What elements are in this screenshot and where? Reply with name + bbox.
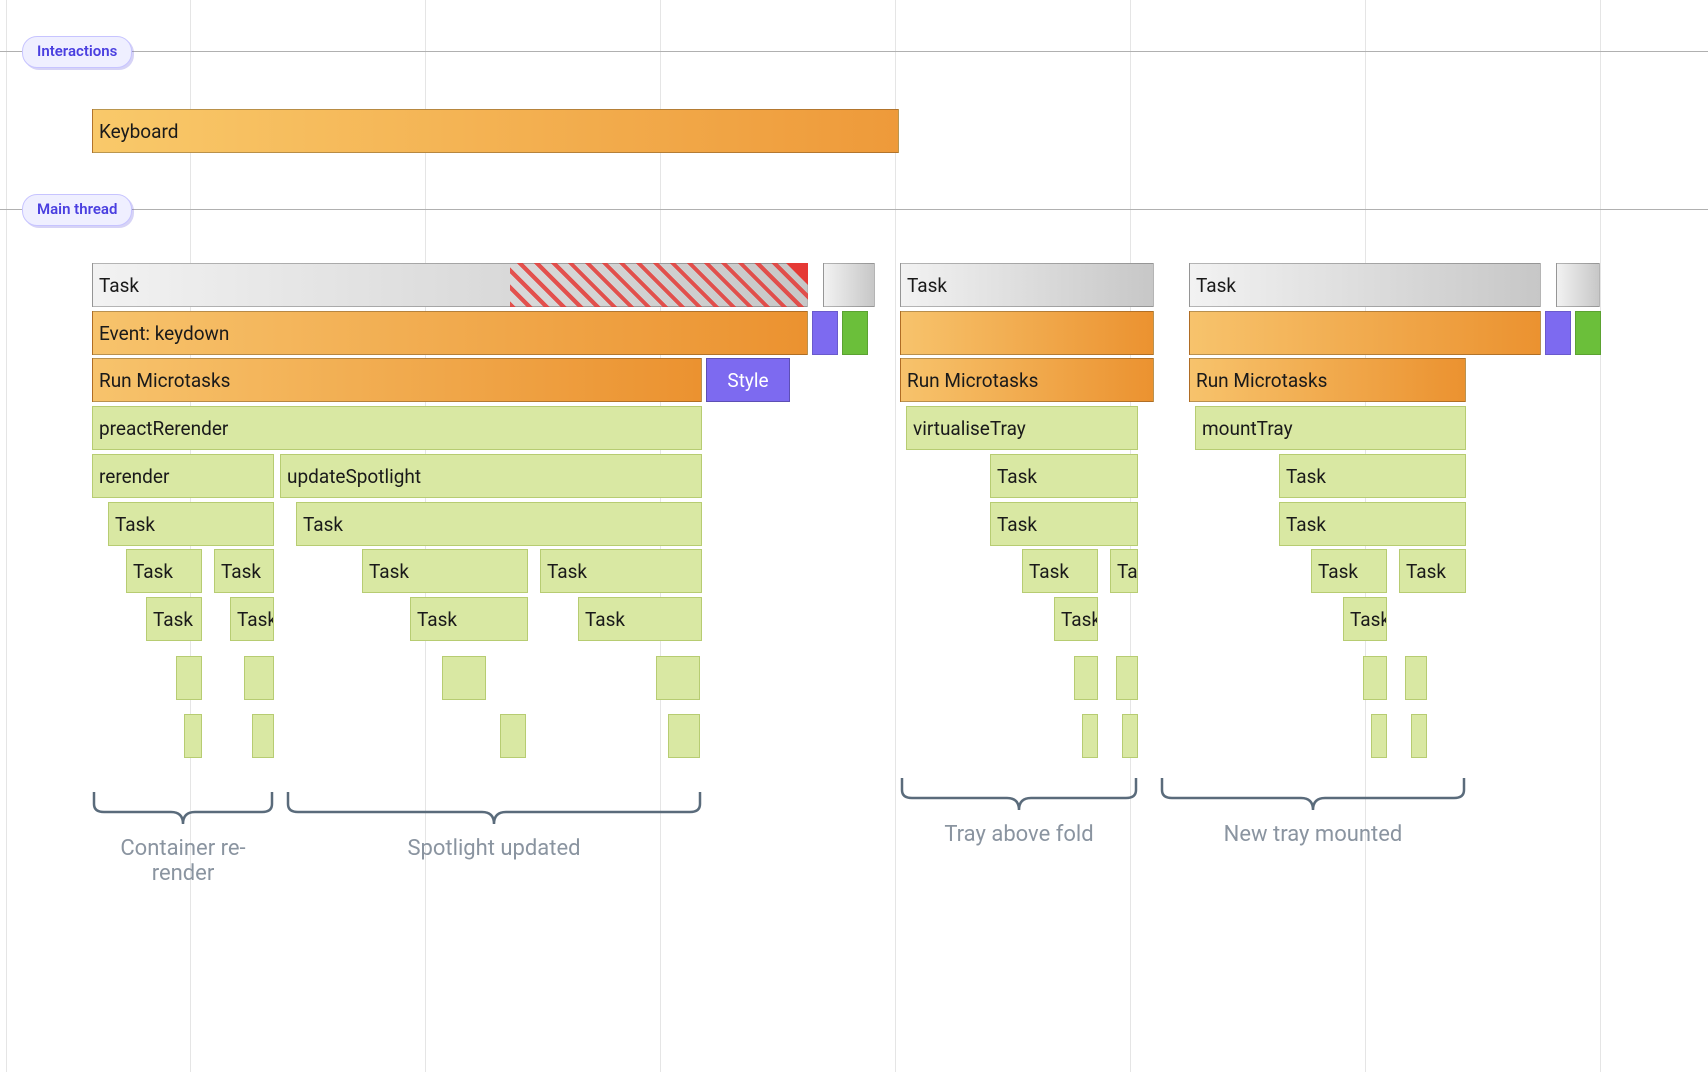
js-frame-bar[interactable] bbox=[1116, 656, 1138, 700]
annotation-label: Container re-render bbox=[92, 836, 274, 886]
js-frame-bar[interactable] bbox=[1122, 714, 1138, 758]
js-frame-bar[interactable]: mountTray bbox=[1195, 406, 1466, 450]
js-frame-bar[interactable] bbox=[184, 714, 202, 758]
grid-line bbox=[1600, 0, 1601, 1072]
js-frame-bar[interactable] bbox=[1405, 656, 1427, 700]
task-bar[interactable]: Task bbox=[900, 263, 1154, 307]
annotation-brace: Container re-render bbox=[92, 790, 274, 830]
js-frame-bar[interactable]: Task bbox=[540, 549, 702, 593]
js-frame-bar[interactable]: Task bbox=[126, 549, 202, 593]
task-bar[interactable] bbox=[823, 263, 875, 307]
js-frame-bar[interactable]: Task bbox=[1343, 597, 1387, 641]
js-frame-bar[interactable] bbox=[252, 714, 274, 758]
js-frame-bar[interactable] bbox=[1411, 714, 1427, 758]
section-rule-main-thread bbox=[0, 209, 1708, 210]
js-frame-bar[interactable]: Task bbox=[990, 502, 1138, 546]
section-pill-interactions[interactable]: Interactions bbox=[22, 36, 132, 68]
grid-line bbox=[6, 0, 7, 1072]
grid-line bbox=[895, 0, 896, 1072]
js-frame-bar[interactable]: preactRerender bbox=[92, 406, 702, 450]
section-rule-interactions bbox=[0, 51, 1708, 52]
task-bar[interactable] bbox=[1556, 263, 1600, 307]
js-frame-bar[interactable]: Task bbox=[108, 502, 274, 546]
annotation-brace: Tray above fold bbox=[900, 776, 1138, 816]
js-frame-bar[interactable]: rerender bbox=[92, 454, 274, 498]
js-frame-bar[interactable] bbox=[176, 656, 202, 700]
microtask-bar[interactable]: Run Microtasks bbox=[92, 358, 702, 402]
js-frame-bar[interactable] bbox=[244, 656, 274, 700]
event-bar[interactable]: Event: keydown bbox=[92, 311, 808, 355]
task-bar[interactable]: Task bbox=[92, 263, 808, 307]
section-pill-main-thread[interactable]: Main thread bbox=[22, 194, 132, 226]
js-frame-bar[interactable]: Task bbox=[578, 597, 702, 641]
task-bar[interactable]: Task bbox=[1189, 263, 1541, 307]
annotation-label: Spotlight updated bbox=[286, 836, 702, 861]
annotation-brace: New tray mounted bbox=[1160, 776, 1466, 816]
interaction-keyboard[interactable]: Keyboard bbox=[92, 109, 899, 153]
js-frame-bar[interactable] bbox=[1363, 656, 1387, 700]
microtask-bar[interactable]: Run Microtasks bbox=[1189, 358, 1466, 402]
js-frame-bar[interactable]: Task bbox=[1399, 549, 1466, 593]
js-frame-bar[interactable]: Task bbox=[990, 454, 1138, 498]
js-frame-bar[interactable]: Task bbox=[214, 549, 274, 593]
annotation-label: New tray mounted bbox=[1160, 822, 1466, 847]
js-frame-bar[interactable]: Task bbox=[230, 597, 274, 641]
paint-chip-icon[interactable] bbox=[1575, 311, 1601, 355]
microtask-bar[interactable]: Run Microtasks bbox=[900, 358, 1154, 402]
js-frame-bar[interactable] bbox=[500, 714, 526, 758]
js-frame-bar[interactable]: Task bbox=[1110, 549, 1138, 593]
js-frame-bar[interactable]: Task bbox=[1279, 502, 1466, 546]
js-frame-bar[interactable] bbox=[442, 656, 486, 700]
layout-chip-icon[interactable] bbox=[1545, 311, 1571, 355]
event-bar[interactable] bbox=[1189, 311, 1541, 355]
js-frame-bar[interactable]: updateSpotlight bbox=[280, 454, 702, 498]
js-frame-bar[interactable] bbox=[668, 714, 700, 758]
flame-chart-canvas: InteractionsMain threadKeyboardTaskTaskT… bbox=[0, 0, 1708, 1072]
js-frame-bar[interactable]: Task bbox=[1311, 549, 1387, 593]
js-frame-bar[interactable] bbox=[1074, 656, 1098, 700]
layout-chip-icon[interactable] bbox=[812, 311, 838, 355]
style-recalc-bar[interactable]: Style bbox=[706, 358, 790, 402]
js-frame-bar[interactable]: Task bbox=[362, 549, 528, 593]
js-frame-bar[interactable]: Task bbox=[146, 597, 202, 641]
js-frame-bar[interactable]: virtualiseTray bbox=[906, 406, 1138, 450]
js-frame-bar[interactable] bbox=[656, 656, 700, 700]
js-frame-bar[interactable] bbox=[1082, 714, 1098, 758]
js-frame-bar[interactable] bbox=[1371, 714, 1387, 758]
js-frame-bar[interactable]: Task bbox=[296, 502, 702, 546]
annotation-brace: Spotlight updated bbox=[286, 790, 702, 830]
js-frame-bar[interactable]: Task bbox=[1279, 454, 1466, 498]
js-frame-bar[interactable]: Task bbox=[1022, 549, 1098, 593]
js-frame-bar[interactable]: Task bbox=[1054, 597, 1098, 641]
annotation-label: Tray above fold bbox=[900, 822, 1138, 847]
event-bar[interactable] bbox=[900, 311, 1154, 355]
js-frame-bar[interactable]: Task bbox=[410, 597, 528, 641]
paint-chip-icon[interactable] bbox=[842, 311, 868, 355]
